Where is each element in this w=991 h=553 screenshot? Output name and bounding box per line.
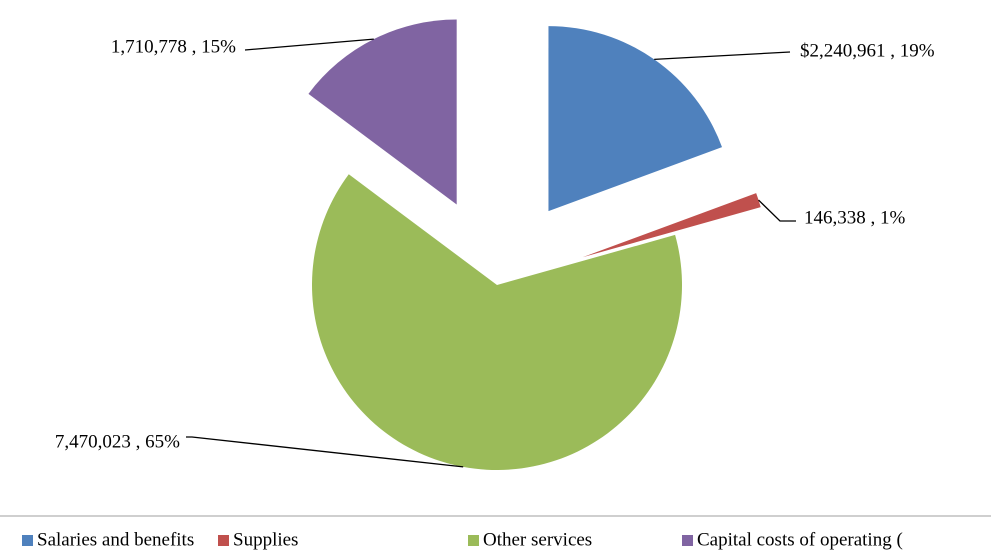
leader-line	[186, 436, 464, 468]
data-label: 146,338 , 1%	[804, 207, 906, 228]
data-label: 1,710,778 , 15%	[111, 36, 236, 57]
legend-label: Salaries and benefits	[37, 529, 194, 550]
leader-line	[654, 51, 791, 61]
pie-slice	[582, 193, 761, 258]
data-label: $2,240,961 , 19%	[800, 40, 935, 61]
leader-line	[758, 199, 796, 222]
data-label: 7,470,023 , 65%	[55, 431, 180, 452]
legend-label: Supplies	[233, 529, 298, 550]
legend-label: Capital costs of operating (	[697, 529, 903, 550]
legend-swatch	[218, 535, 229, 546]
leader-line	[244, 38, 374, 51]
pie-slice	[312, 174, 683, 471]
legend-label: Other services	[483, 529, 592, 550]
legend-swatch	[468, 535, 479, 546]
legend-swatch	[22, 535, 33, 546]
legend-swatch	[682, 535, 693, 546]
pie-slice	[308, 19, 457, 205]
pie-slice	[548, 26, 723, 212]
